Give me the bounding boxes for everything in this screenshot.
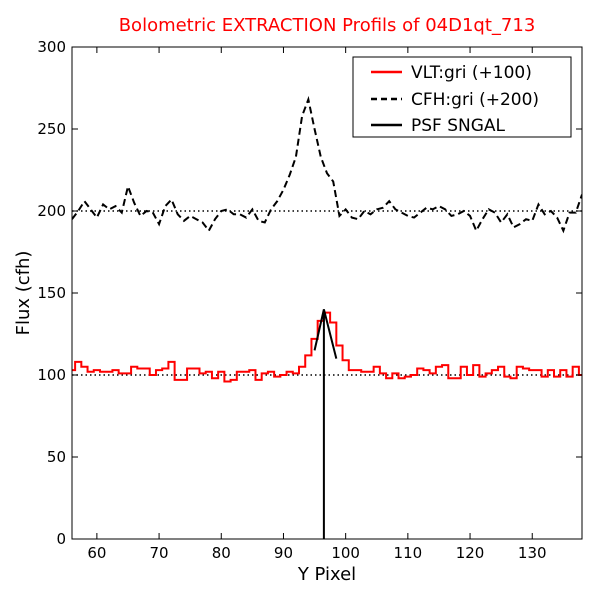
y-axis: 0 50 100 150 200 250 300 <box>37 38 582 548</box>
x-tick-label: 80 <box>212 544 231 562</box>
legend-label-psf: PSF SNGAL <box>411 116 506 136</box>
plot-clip-group <box>72 95 582 539</box>
series-line-0 <box>72 311 582 383</box>
series-layer <box>72 95 582 539</box>
reference-lines <box>72 210 582 376</box>
x-tick-label: 110 <box>394 544 423 562</box>
x-tick-label: 100 <box>331 544 360 562</box>
y-tick-label: 50 <box>47 448 66 466</box>
y-tick-label: 300 <box>37 38 66 56</box>
y-tick-label: 150 <box>37 284 66 302</box>
y-tick-label: 200 <box>37 202 66 220</box>
y-tick-label: 100 <box>37 366 66 384</box>
x-tick-label: 130 <box>518 544 547 562</box>
series-line-2 <box>313 309 338 539</box>
y-tick-label: 0 <box>56 530 66 548</box>
legend-box <box>352 56 572 138</box>
legend-label-vlt: VLT:gri (+100) <box>411 63 532 83</box>
x-tick-label: 70 <box>150 544 169 562</box>
y-tick-label: 250 <box>37 120 66 138</box>
legend-label-cfh: CFH:gri (+200) <box>411 90 539 110</box>
series-line-1 <box>72 95 582 234</box>
x-tick-label: 60 <box>87 544 106 562</box>
x-tick-label: 90 <box>274 544 293 562</box>
legend: VLT:gri (+100) CFH:gri (+200) PSF SNGAL <box>352 56 572 138</box>
chart-title: Bolometric EXTRACTION Profils of 04D1qt_… <box>119 15 536 36</box>
x-tick-label: 120 <box>456 544 485 562</box>
x-axis-label: Y Pixel <box>297 564 356 585</box>
y-axis-label: Flux (cfh) <box>13 251 34 336</box>
x-axis: 60 70 80 90 100 110 120 130 <box>87 47 547 562</box>
